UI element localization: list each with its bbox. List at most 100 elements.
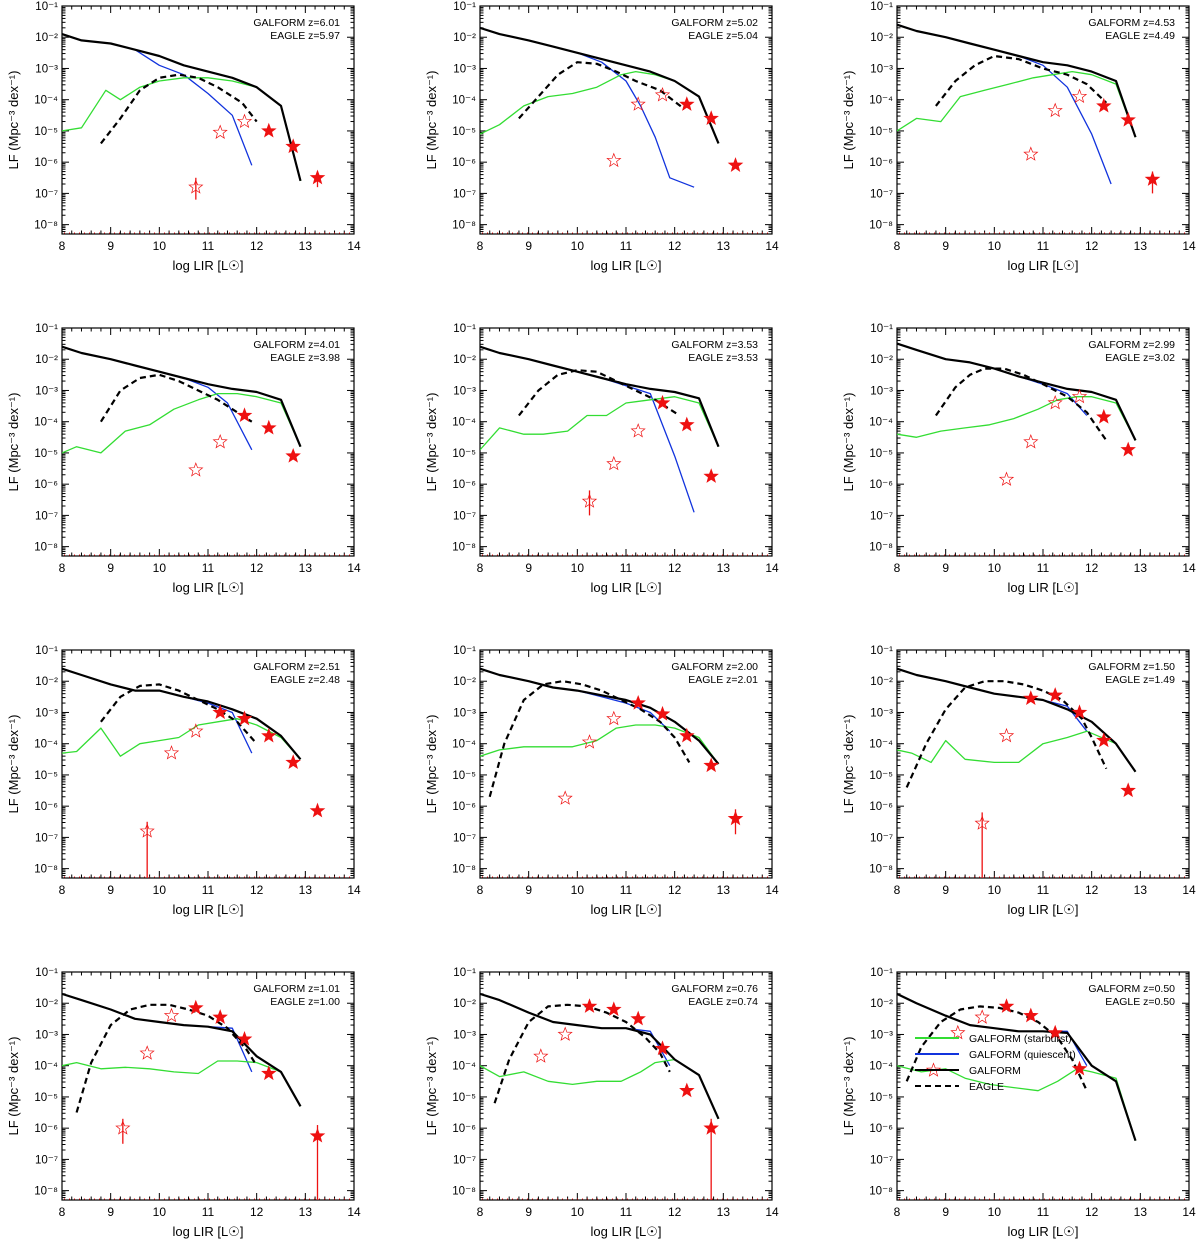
x-tick-label: 8 [477,883,484,897]
eagle-redshift-label: EAGLE z=3.02 [1105,352,1175,364]
y-tick-label: 10⁻³ [35,1029,58,1041]
series-line-eagle [905,680,1108,788]
data-point-open [115,1120,131,1135]
x-tick-label: 14 [347,239,361,253]
y-tick-label: 10⁻⁴ [34,1061,58,1073]
x-tick-label: 13 [1134,1205,1148,1219]
y-tick-label: 10⁻² [35,354,58,366]
series-line-starburst [480,724,720,765]
data-point-filled [654,394,671,410]
y-axis-label: LF (Mpc⁻³ dex⁻¹) [424,393,439,492]
x-axis-label: log LIR [L☉] [1008,1224,1079,1239]
x-tick-label: 12 [668,239,682,253]
series-group [62,992,302,1113]
data-point-open [1047,395,1063,410]
y-tick-label: 10⁻⁴ [869,417,893,429]
series-line-starburst [62,392,302,454]
x-tick-label: 12 [250,883,264,897]
x-tick-label: 14 [347,883,361,897]
galform-redshift-label: GALFORM z=6.01 [253,17,340,29]
legend-label-quiescent: GALFORM (quiescent) [969,1049,1076,1061]
data-point-open [630,423,646,438]
y-tick-label: 10⁻⁸ [34,542,58,554]
x-tick-label: 8 [894,239,901,253]
data-point-filled [703,468,719,483]
y-tick-label: 10⁻⁶ [34,801,58,813]
y-axis-label: LF (Mpc⁻³ dex⁻¹) [424,71,439,170]
y-tick-label: 10⁻⁵ [34,448,58,460]
data-point-filled [1071,704,1088,720]
y-tick-label: 10⁻¹ [35,323,58,335]
y-axis-label: LF (Mpc⁻³ dex⁻¹) [6,1037,21,1136]
y-tick-label: 10⁻⁴ [869,1061,893,1073]
data-point-filled [630,694,646,710]
data-point-filled [309,169,326,185]
y-tick-label: 10⁻⁴ [34,417,58,429]
x-tick-label: 13 [717,883,731,897]
y-tick-label: 10⁻³ [870,1029,893,1041]
series-line-eagle [493,1003,671,1104]
series-line-quiescent [480,27,695,188]
data-point-open [533,1048,549,1063]
series-line-quiescent [480,346,695,513]
series-line-starburst [480,396,720,451]
chart-panel-2: 8 9 10 11 12 13 14 10⁻¹ 10⁻² 10⁻³ 10⁻⁴ 10⁻⁵ 10⁻⁶ 10⁻⁷… [424,1,779,273]
y-tick-label: 10⁻⁷ [453,188,476,200]
series-line-galform-total [62,667,302,761]
data-point-filled [1120,782,1136,798]
eagle-redshift-label: EAGLE z=0.50 [1105,996,1175,1008]
chart-panel-3: 8 9 10 11 12 13 14 10⁻¹ 10⁻² 10⁻³ 10⁻⁴ 10⁻⁵ 10⁻⁶ 10⁻⁷… [841,1,1196,273]
x-axis-label: log LIR [L☉] [173,902,244,917]
x-tick-label: 9 [107,239,114,253]
data-point-open [606,152,622,168]
x-tick-label: 13 [1134,561,1148,575]
series-line-eagle [488,680,691,798]
y-tick-label: 10⁻⁵ [869,1092,893,1104]
y-tick-label: 10⁻¹ [35,645,58,657]
data-point-open [950,1024,966,1040]
y-tick-label: 10⁻⁸ [869,1186,893,1198]
legend-label-starburst: GALFORM (starburst) [969,1033,1072,1045]
x-tick-label: 10 [571,239,585,253]
x-axis-label: log LIR [L☉] [173,1224,244,1239]
x-tick-label: 10 [988,883,1002,897]
x-tick-label: 11 [620,1205,633,1219]
chart-panel-5: 8 9 10 11 12 13 14 10⁻¹ 10⁻² 10⁻³ 10⁻⁴ 10⁻⁵ 10⁻⁶ 10⁻⁷… [424,323,779,595]
x-tick-label: 10 [153,883,167,897]
y-tick-label: 10⁻⁷ [453,510,476,522]
series-line-quiescent [62,993,253,1073]
series-line-eagle [934,367,1108,442]
data-point-open [606,710,622,726]
y-tick-label: 10⁻⁵ [34,1092,58,1104]
data-point-filled [236,710,253,726]
data-point-filled [727,810,744,826]
data-point-open [630,96,646,111]
x-tick-label: 8 [477,561,484,575]
x-axis-label: log LIR [L☉] [591,1224,662,1239]
data-point-open [163,745,180,760]
data-point-open [188,462,204,477]
x-tick-label: 13 [717,561,731,575]
y-tick-label: 10⁻⁶ [34,479,58,491]
x-tick-label: 11 [620,561,633,575]
x-tick-label: 8 [894,561,901,575]
series-line-eagle [518,369,681,417]
y-tick-label: 10⁻⁸ [452,542,476,554]
data-point-filled [679,96,695,111]
y-tick-label: 10⁻⁴ [452,739,476,751]
y-tick-label: 10⁻² [453,354,476,366]
x-tick-label: 10 [571,883,585,897]
x-tick-label: 9 [107,561,114,575]
eagle-redshift-label: EAGLE z=2.48 [270,674,340,686]
data-point-open [188,723,204,738]
y-tick-label: 10⁻⁴ [34,95,58,107]
data-point-open [1047,102,1063,118]
series-line-eagle [518,61,686,120]
x-axis-label: log LIR [L☉] [591,580,662,595]
y-tick-label: 10⁻⁷ [35,510,58,522]
data-point-filled [679,1082,695,1098]
x-tick-label: 9 [942,1205,949,1219]
galform-redshift-label: GALFORM z=3.53 [671,339,758,351]
data-point-filled [261,727,277,743]
data-point-open [163,1007,180,1023]
